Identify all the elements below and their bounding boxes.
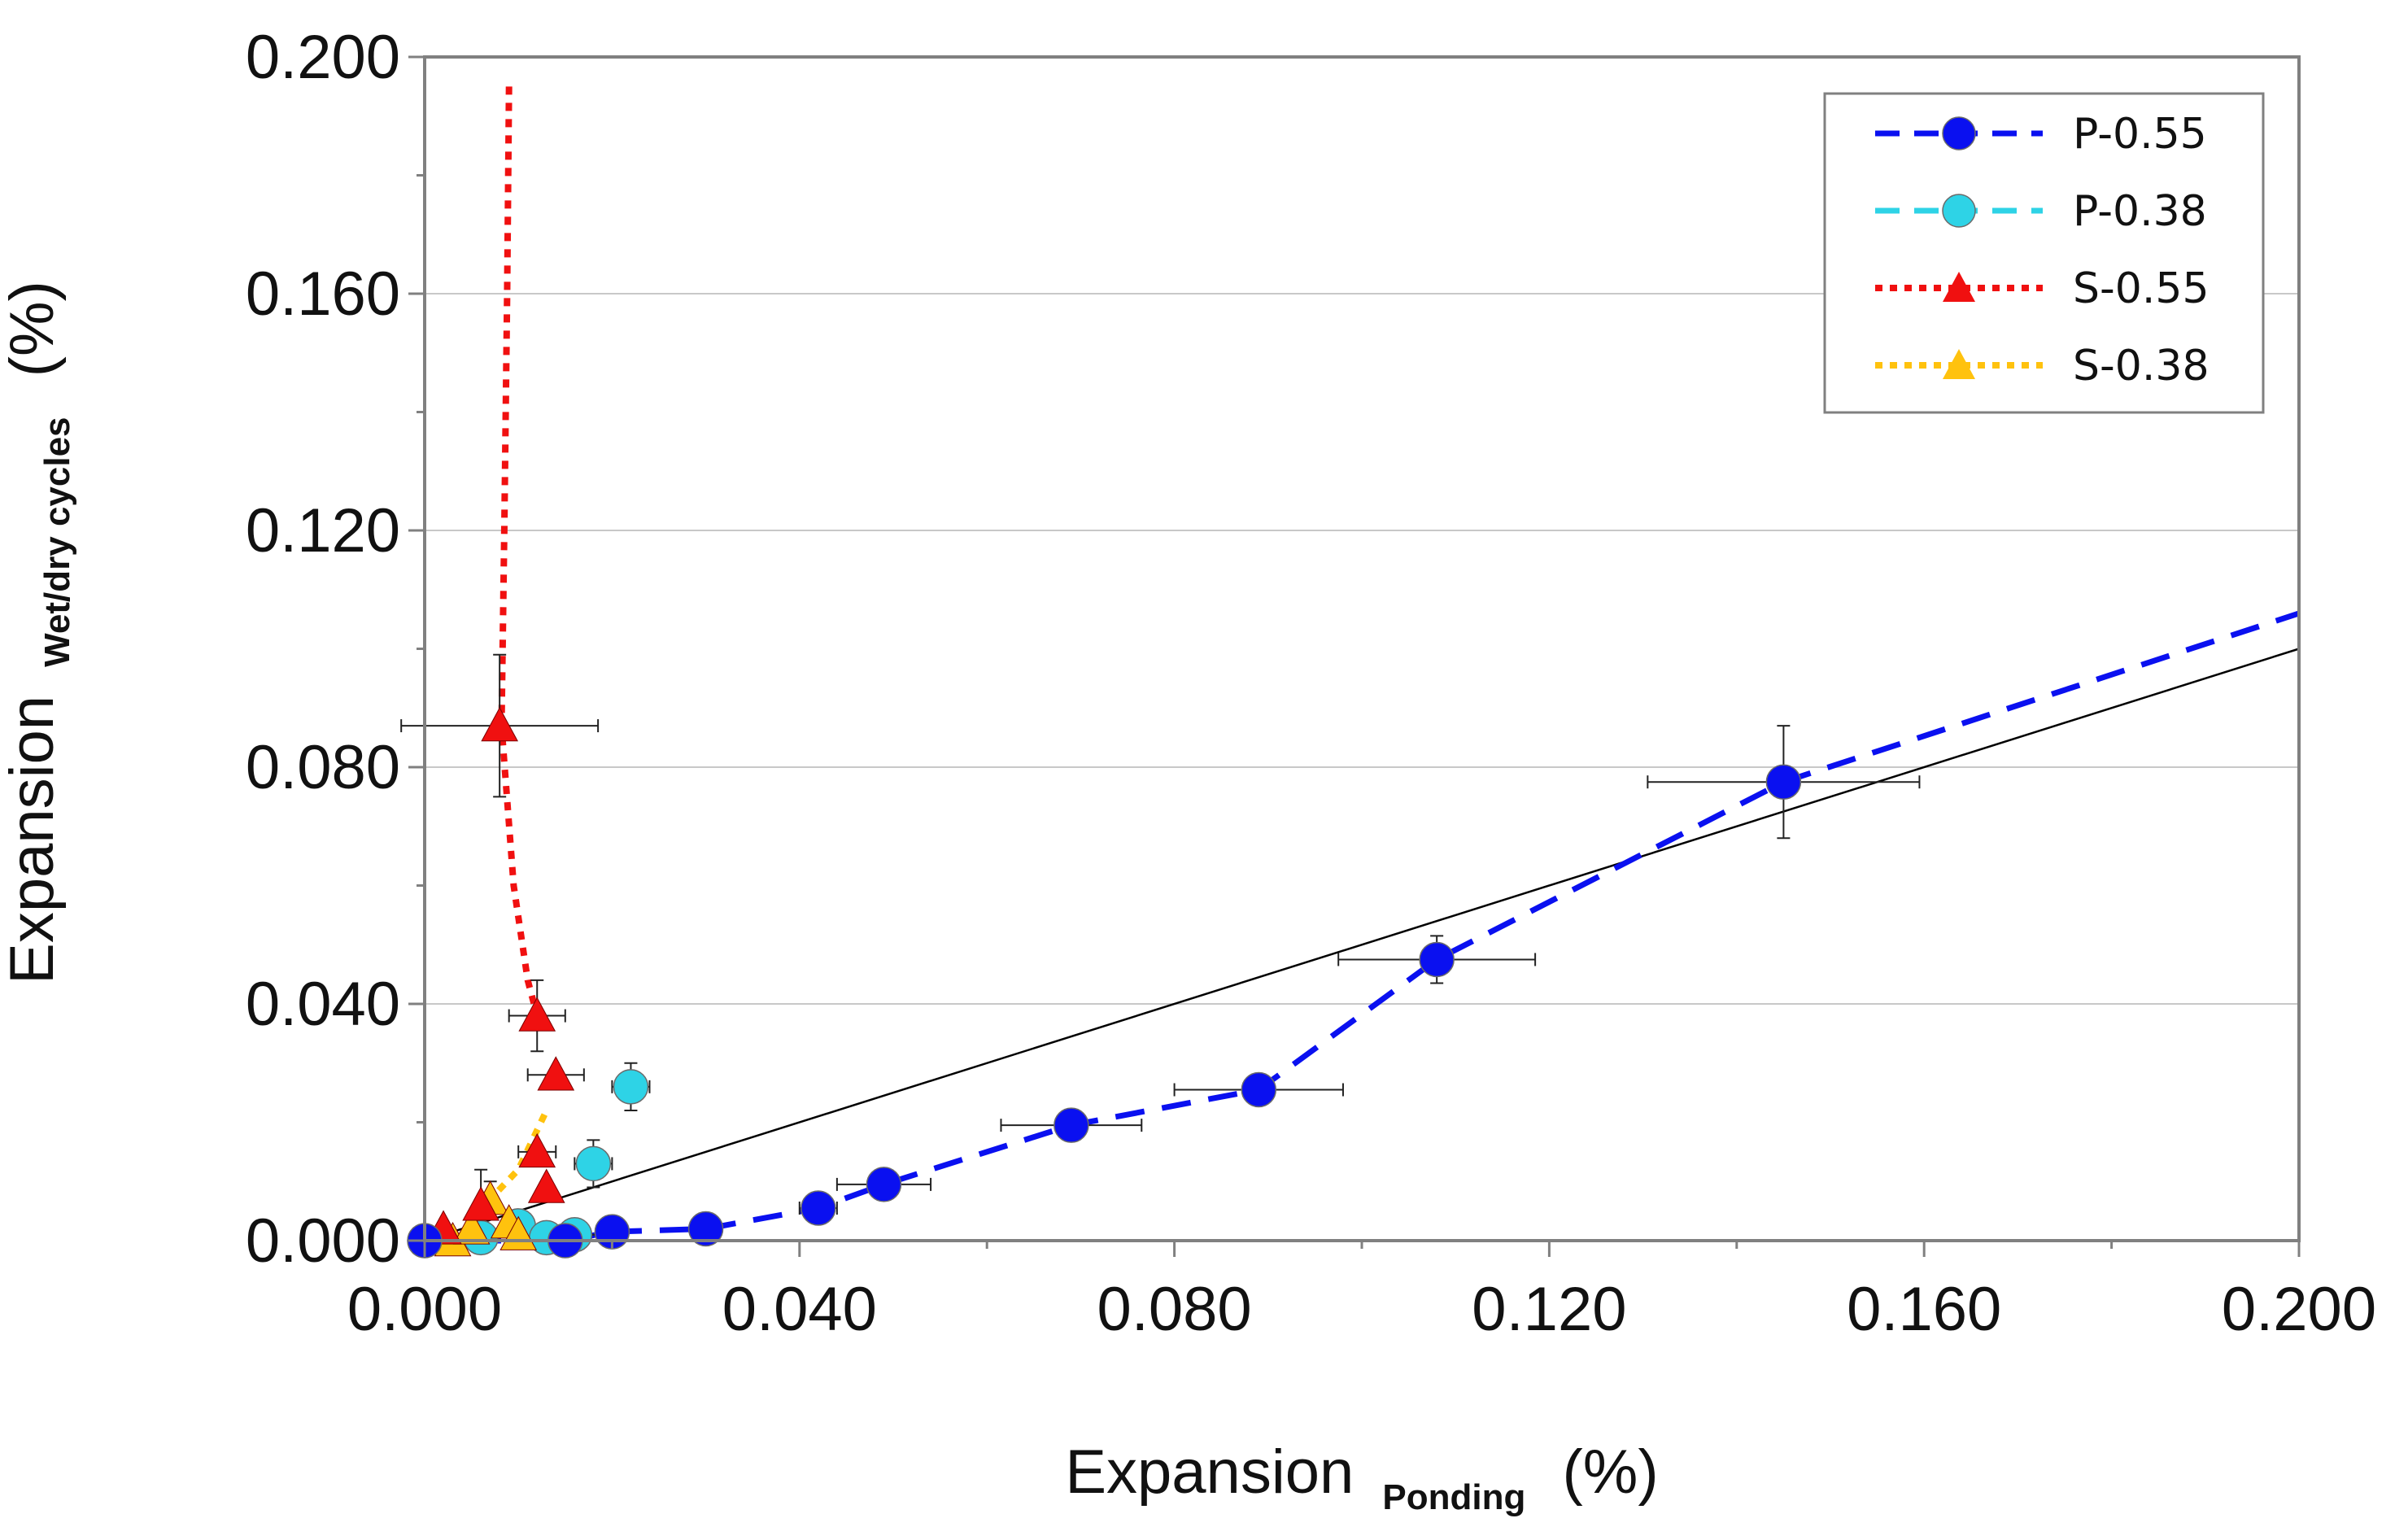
legend-label: P-0.38 (2073, 187, 2207, 236)
x-tick-label: 0.080 (1097, 1275, 1252, 1344)
y-tick-label: 0.000 (246, 1206, 400, 1276)
x-axis-title-main: Expansion (1065, 1438, 1354, 1507)
x-tick-label: 0.000 (347, 1275, 502, 1344)
marker-p-0.55 (1419, 941, 1455, 978)
marker-p-0.55 (687, 1211, 724, 1247)
legend-label: P-0.55 (2073, 110, 2207, 159)
marker-p-0.38 (575, 1145, 612, 1182)
x-tick-label: 0.120 (1472, 1275, 1626, 1344)
reference-line (424, 648, 2300, 1242)
marker-s-0.55 (518, 997, 556, 1032)
tick-labels-group: 0.000 0.040 0.080 0.120 0.160 0.200 0.000 0.040… (246, 23, 2376, 1344)
horizontal-gridlines (425, 293, 2299, 1005)
y-tick-label: 0.200 (246, 23, 400, 92)
y-axis-title-subscript: Wet/dry cycles (37, 417, 77, 666)
y-tick-label: 0.160 (246, 260, 400, 329)
x-tick-label: 0.040 (722, 1275, 877, 1344)
marker-s-0.38 (452, 1210, 491, 1245)
marker-s-0.55 (481, 707, 518, 742)
marker-p-0.55 (1241, 1071, 1277, 1108)
marker-p-0.38 (613, 1069, 649, 1105)
marker-s-0.55 (518, 1132, 556, 1168)
y-axis-title-main: Expansion (0, 696, 67, 984)
marker-p-0.55 (1765, 764, 1802, 800)
axis-ticks-group (408, 55, 2301, 1257)
marker-p-0.55 (800, 1190, 836, 1226)
y-axis-title-unit: (%) (0, 281, 67, 377)
y-tick-label: 0.080 (246, 733, 400, 802)
legend-label: S-0.55 (2073, 264, 2210, 313)
marker-s-0.55 (527, 1168, 565, 1203)
reference-line-group (424, 648, 2300, 1242)
x-tick-label: 0.160 (1847, 1275, 2001, 1344)
marker-p-0.55 (1054, 1107, 1089, 1143)
marker-s-0.55 (462, 1186, 499, 1221)
x-axis-title: Expansion Ponding (%) (1065, 1438, 1658, 1523)
x-tick-label: 0.200 (2222, 1275, 2376, 1344)
trend-line-p-0.55 (425, 610, 2301, 1244)
legend-box (1823, 92, 2265, 414)
x-axis-title-unit: (%) (1562, 1438, 1658, 1507)
legend: P-0.55 P-0.38 S-0.55 S-0.38 (1823, 92, 2265, 414)
x-axis-title-subscript: Ponding (1382, 1477, 1525, 1517)
data-markers-group (407, 707, 1802, 1259)
y-tick-label: 0.040 (246, 970, 400, 1039)
marker-p-0.55 (866, 1167, 902, 1202)
legend-marker-circle (1942, 194, 1976, 228)
legend-marker-circle (1942, 116, 1976, 151)
legend-marker-triangle (1943, 349, 1975, 379)
legend-label: S-0.38 (2073, 342, 2210, 390)
marker-s-0.55 (537, 1056, 575, 1091)
legend-marker-triangle (1943, 272, 1975, 302)
y-axis-title: Expansion Wet/dry cycles (%) (0, 281, 83, 984)
y-tick-label: 0.120 (246, 496, 400, 565)
